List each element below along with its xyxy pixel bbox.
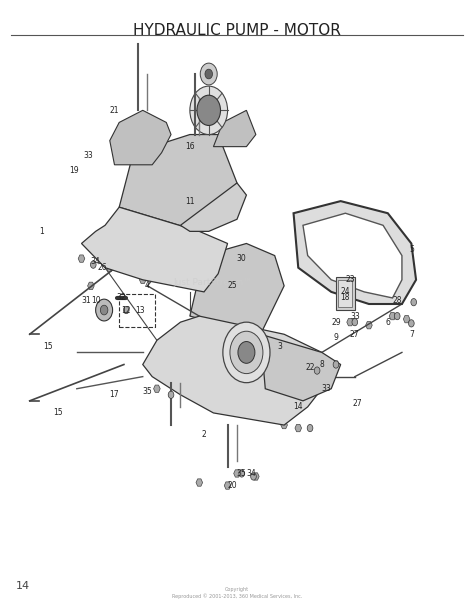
Circle shape: [314, 367, 320, 374]
Polygon shape: [119, 134, 237, 232]
Polygon shape: [295, 424, 301, 432]
Circle shape: [230, 331, 263, 373]
Polygon shape: [333, 361, 339, 368]
Polygon shape: [110, 110, 171, 165]
Text: Copyright
Reproduced © 2001-2013, 360 Medical Services, Inc.: Copyright Reproduced © 2001-2013, 360 Me…: [172, 587, 302, 599]
Polygon shape: [139, 276, 146, 283]
Text: 12: 12: [121, 306, 131, 314]
Text: 16: 16: [185, 142, 195, 151]
Text: 33: 33: [350, 312, 360, 320]
Text: 33: 33: [84, 151, 93, 161]
Text: 35: 35: [237, 469, 246, 478]
Text: 7: 7: [409, 330, 414, 339]
Text: 6: 6: [385, 317, 390, 326]
Text: 33: 33: [322, 384, 331, 393]
Polygon shape: [143, 316, 322, 425]
Polygon shape: [253, 473, 259, 480]
Text: 28: 28: [392, 297, 402, 305]
Text: 9: 9: [334, 333, 338, 342]
Polygon shape: [261, 334, 341, 401]
Text: 22: 22: [305, 363, 315, 372]
Text: 21: 21: [110, 106, 119, 115]
Text: 15: 15: [44, 342, 53, 351]
Polygon shape: [213, 110, 256, 147]
Text: 19: 19: [70, 167, 79, 175]
Text: 31: 31: [82, 297, 91, 305]
Polygon shape: [365, 322, 372, 329]
Circle shape: [411, 299, 417, 306]
Text: 35: 35: [143, 387, 152, 396]
Text: 34: 34: [246, 469, 256, 478]
Polygon shape: [403, 316, 410, 323]
Text: 14: 14: [293, 402, 303, 412]
Text: 18: 18: [341, 294, 350, 302]
Circle shape: [307, 424, 313, 432]
Bar: [336, 277, 355, 310]
Circle shape: [239, 470, 245, 477]
Text: 34: 34: [91, 257, 100, 266]
Polygon shape: [88, 282, 94, 289]
Polygon shape: [78, 255, 85, 262]
Circle shape: [205, 69, 212, 79]
Text: 8: 8: [319, 360, 324, 369]
Text: HYDRAULIC PUMP - MOTOR: HYDRAULIC PUMP - MOTOR: [133, 22, 341, 38]
Text: 14: 14: [16, 581, 30, 592]
Bar: [338, 280, 353, 307]
Circle shape: [123, 306, 129, 314]
Text: 3: 3: [277, 342, 282, 351]
Circle shape: [409, 320, 414, 327]
Text: 26: 26: [98, 263, 108, 272]
Polygon shape: [187, 391, 193, 398]
Text: 23: 23: [345, 275, 355, 285]
Text: 29: 29: [331, 317, 341, 326]
Text: 11: 11: [185, 196, 195, 206]
Polygon shape: [154, 385, 160, 392]
Text: 2: 2: [201, 430, 206, 438]
Circle shape: [251, 473, 256, 480]
Circle shape: [96, 299, 113, 321]
Text: 27: 27: [352, 399, 362, 409]
Text: 27: 27: [350, 330, 360, 339]
Circle shape: [200, 63, 217, 85]
Polygon shape: [234, 470, 240, 477]
Text: 5: 5: [409, 245, 414, 254]
Polygon shape: [319, 367, 325, 375]
Circle shape: [394, 313, 400, 320]
Circle shape: [100, 305, 108, 315]
Text: 15: 15: [53, 409, 63, 418]
Polygon shape: [347, 319, 354, 326]
Circle shape: [190, 86, 228, 134]
Bar: [119, 294, 155, 327]
Polygon shape: [293, 201, 416, 304]
Polygon shape: [389, 313, 396, 320]
Text: 32: 32: [117, 294, 127, 302]
Circle shape: [91, 261, 96, 268]
Text: 4: 4: [145, 282, 150, 291]
Circle shape: [223, 322, 270, 382]
Text: 30: 30: [237, 254, 246, 263]
Text: 1: 1: [39, 227, 44, 236]
Polygon shape: [196, 479, 202, 486]
Text: 20: 20: [228, 481, 237, 490]
Text: Just PartStream™: Just PartStream™: [174, 278, 253, 288]
Polygon shape: [281, 421, 287, 429]
Text: 24: 24: [340, 288, 350, 296]
Polygon shape: [181, 183, 246, 232]
Circle shape: [352, 319, 357, 326]
Text: 17: 17: [109, 390, 119, 399]
Polygon shape: [107, 264, 113, 271]
Circle shape: [197, 95, 220, 125]
Circle shape: [333, 361, 339, 368]
Polygon shape: [224, 482, 231, 489]
Polygon shape: [82, 207, 228, 292]
Text: 25: 25: [228, 282, 237, 291]
Text: 13: 13: [136, 306, 145, 314]
Polygon shape: [196, 291, 202, 299]
Polygon shape: [190, 243, 284, 334]
Circle shape: [168, 391, 174, 398]
Circle shape: [238, 342, 255, 364]
Text: 10: 10: [91, 297, 100, 305]
